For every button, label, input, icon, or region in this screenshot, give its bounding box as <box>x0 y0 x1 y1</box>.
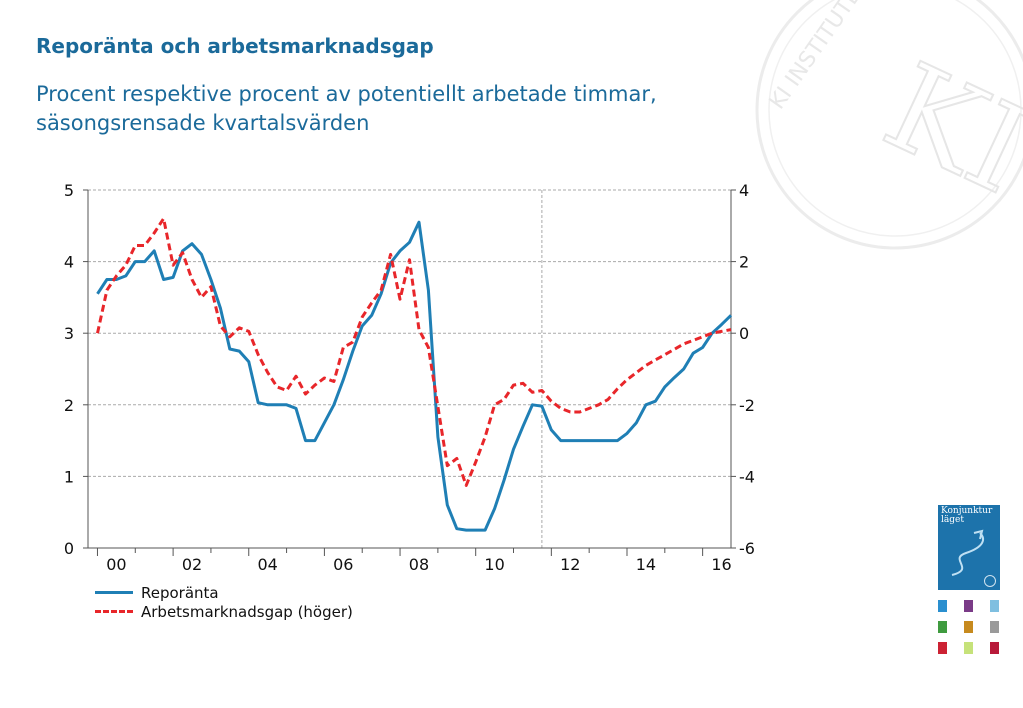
axes <box>83 189 736 556</box>
legend-item-gap: Arbetsmarknadsgap (höger) <box>95 602 353 621</box>
x-tick-label: 14 <box>636 555 656 574</box>
chart-title: Reporänta och arbetsmarknadsgap <box>36 34 434 58</box>
y-right-tick-label: -2 <box>739 396 755 415</box>
x-tick-label: 00 <box>106 555 126 574</box>
konjunkturlaget-thumbnail: Konjunktur läget <box>938 505 1000 590</box>
y-right-tick-label: -4 <box>739 467 755 486</box>
x-tick-label: 12 <box>560 555 580 574</box>
publication-mini-thumbnail <box>938 621 947 633</box>
y-right-tick-label: 2 <box>739 253 749 272</box>
x-tick-label: 02 <box>182 555 202 574</box>
y-left-tick-label: 0 <box>64 539 74 558</box>
series-line-arbetsmarknadsgap <box>96 217 732 487</box>
y-right-tick-label: 0 <box>739 324 749 343</box>
x-tick-label: 16 <box>711 555 731 574</box>
publication-mini-thumbnail <box>964 600 973 612</box>
legend: Reporänta Arbetsmarknadsgap (höger) <box>95 583 353 621</box>
publication-mini-thumbnail <box>938 642 947 654</box>
publication-mini-thumbnail <box>990 600 999 612</box>
series-lines <box>96 217 733 532</box>
publication-mini-thumbnail <box>964 621 973 633</box>
x-tick-label: 10 <box>484 555 504 574</box>
y-right-tick-label: 4 <box>739 181 749 200</box>
thumbnail-title: Konjunktur läget <box>941 506 993 525</box>
publication-mini-thumbnail <box>990 642 999 654</box>
publication-mini-thumbnail <box>990 621 999 633</box>
y-left-tick-label: 5 <box>64 181 74 200</box>
ki-watermark-seal: KI KI INSTITUTET <box>755 0 1023 250</box>
chart-subtitle: Procent respektive procent av potentiell… <box>36 82 657 135</box>
legend-label-repo: Reporänta <box>141 583 219 602</box>
x-tick-label: 08 <box>409 555 429 574</box>
thumbnail-arrow-icon <box>951 529 984 576</box>
publication-mini-thumbnail <box>938 600 947 612</box>
x-tick-label: 04 <box>257 555 277 574</box>
thumbnail-logo-icon <box>984 575 996 587</box>
y-left-tick-label: 3 <box>64 324 74 343</box>
series-line-reporanta <box>96 220 733 532</box>
y-left-tick-label: 4 <box>64 253 74 272</box>
y-right-tick-label: -6 <box>739 539 755 558</box>
legend-swatch-solid <box>95 591 133 594</box>
legend-item-repo: Reporänta <box>95 583 353 602</box>
y-left-tick-label: 1 <box>64 467 74 486</box>
legend-label-gap: Arbetsmarknadsgap (höger) <box>141 602 353 621</box>
x-tick-label: 06 <box>333 555 353 574</box>
legend-swatch-dashed <box>95 610 133 613</box>
publication-mini-thumbnail <box>964 642 973 654</box>
y-left-tick-label: 2 <box>64 396 74 415</box>
